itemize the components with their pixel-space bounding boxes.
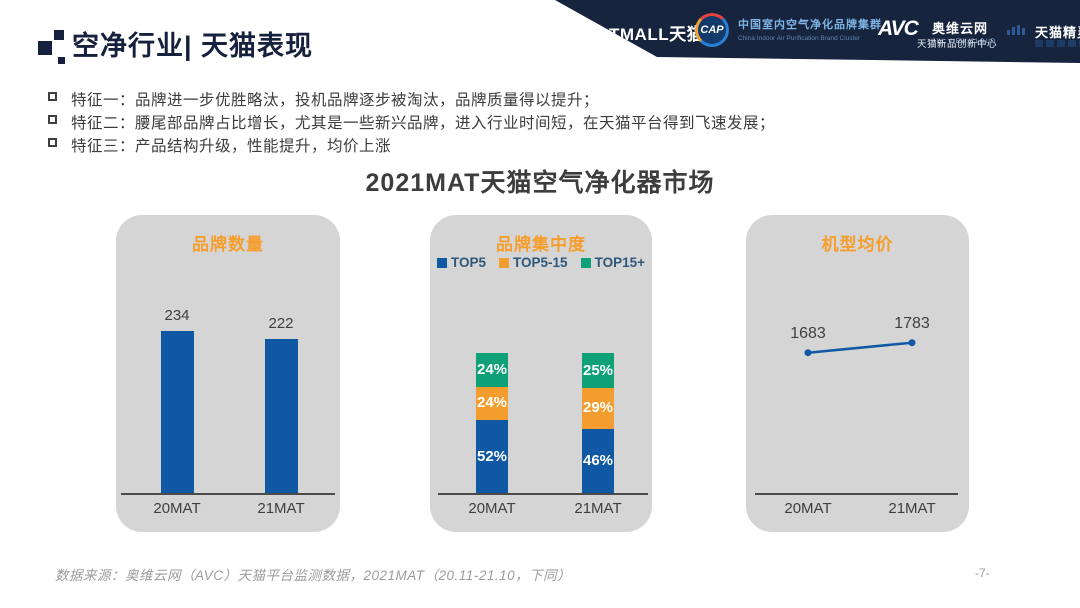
avc-logo: AVC: [878, 17, 919, 40]
stacked-segment: [582, 428, 614, 493]
genie-subtext-decoration: [1035, 40, 1080, 47]
legend-item: TOP5: [437, 255, 486, 270]
segment-value-label: 24%: [476, 394, 508, 412]
square-bullet-icon: [48, 115, 57, 124]
cap-logo-icon: CAP: [695, 13, 729, 47]
bullet-text: 特征三：产品结构升级，性能提升，均价上涨: [71, 138, 392, 155]
page-number: -7-: [975, 566, 990, 580]
genie-equalizer-icon: [1007, 25, 1025, 35]
panel-average-price: 机型均价 1683 20MAT 1783 21MAT: [746, 215, 969, 532]
segment-value-label: 46%: [582, 451, 614, 469]
page-title: 空净行业| 天猫表现: [72, 31, 314, 61]
bullet-item: 特征三：产品结构升级，性能提升，均价上涨: [48, 134, 775, 157]
stacked-segment: [582, 388, 614, 429]
panel-title: 机型均价: [821, 235, 894, 254]
legend-item: TOP15+: [580, 255, 645, 270]
panel-title: 品牌集中度: [496, 235, 586, 254]
cap-en-label: China Indoor Air Purification Brand Clus…: [738, 35, 861, 42]
cap-logo-text: 中国室内空气净化品牌集群 China Indoor Air Purificati…: [738, 16, 882, 42]
segment-value-label: 24%: [476, 360, 508, 378]
bullet-text: 特征一：品牌进一步优胜略汰，投机品牌逐步被淘汰，品牌质量得以提升；: [71, 92, 600, 109]
legend-label: TOP15+: [594, 255, 645, 270]
bar: [160, 331, 194, 493]
legend-label: TOP5: [451, 255, 487, 270]
bullet-text: 特征二：腰尾部品牌占比增长，尤其是一些新兴品牌，进入行业时间短，在天猫平台得到飞…: [71, 115, 776, 132]
bar-value-label: 222: [268, 315, 294, 332]
point-value-label: 1783: [894, 314, 930, 332]
legend-swatch-icon: [499, 257, 510, 268]
x-axis-line: [121, 493, 335, 495]
segment-value-label: 25%: [582, 361, 614, 379]
bar-value-label: 234: [164, 307, 190, 324]
segment-value-label: 29%: [582, 399, 614, 417]
tmall-logo: TMALL天猫: [609, 25, 705, 44]
x-axis-label: 20MAT: [784, 500, 832, 517]
x-axis-line: [755, 493, 958, 495]
legend-label: TOP5-15: [513, 255, 568, 270]
square-bullet-icon: [48, 92, 57, 101]
x-axis-label: 21MAT: [574, 500, 622, 517]
feature-bullet-list: 特征一：品牌进一步优胜略汰，投机品牌逐步被淘汰，品牌质量得以提升； 特征二：腰尾…: [48, 88, 775, 157]
data-source-note: 数据来源：奥维云网（AVC）天猫平台监测数据，2021MAT（20.11-21.…: [55, 568, 572, 583]
x-axis-line: [438, 493, 648, 495]
x-axis-label: 21MAT: [888, 500, 936, 517]
panel-brand-concentration: 品牌集中度 TOP5 TOP5-15 TOP15+ 52% 24% 24% 20MAT 46%…: [430, 215, 652, 532]
tmall-genie-logo: 天猫精灵: [1035, 25, 1080, 40]
legend-swatch-icon: [437, 257, 448, 268]
stacked-segment: [476, 353, 508, 387]
section-title: 2021MAT天猫空气净化器市场: [365, 169, 715, 197]
avc-cn-label: 奥维云网: [932, 21, 989, 36]
stacked-segment: [582, 353, 614, 388]
brand-count-bar-chart: 234 20MAT 222 21MAT: [116, 215, 340, 532]
avc-logo-text: 奥维云网 ALL VIEW CLOUD: [932, 18, 996, 45]
panel-title: 品牌数量: [192, 235, 264, 254]
bar: [264, 339, 298, 493]
chart-legend: TOP5 TOP5-15 TOP15+: [430, 255, 652, 270]
legend-item: TOP5-15: [499, 255, 568, 270]
stacked-segment: [476, 386, 508, 421]
legend-swatch-icon: [580, 257, 591, 268]
partner-logo-banner: TMALL天猫 CAP 中国室内空气净化品牌集群 China Indoor Ai…: [555, 0, 1080, 63]
square-bullet-icon: [48, 138, 57, 147]
x-axis-label: 20MAT: [153, 500, 201, 517]
point-value-label: 1683: [790, 324, 826, 342]
brand-concentration-stacked-chart: TOP5 TOP5-15 TOP15+ 52% 24% 24% 20MAT 46% 29% 25%…: [430, 215, 652, 532]
tmic-cn-label: 天猫新品创新中心: [917, 39, 998, 50]
stacked-segment: [476, 420, 508, 493]
cap-cn-label: 中国室内空气净化品牌集群: [738, 19, 882, 31]
price-trend-line: [804, 339, 916, 357]
avc-en-label: ALL VIEW CLOUD: [932, 39, 997, 45]
segment-value-label: 52%: [476, 447, 508, 465]
cap-abbr: CAP: [700, 24, 724, 36]
average-price-line-chart: 1683 20MAT 1783 21MAT: [746, 215, 969, 532]
bullet-item: 特征二：腰尾部品牌占比增长，尤其是一些新兴品牌，进入行业时间短，在天猫平台得到飞…: [48, 111, 775, 134]
x-axis-label: 20MAT: [468, 500, 516, 517]
panel-brand-count: 品牌数量 234 20MAT 222 21MAT: [116, 215, 340, 532]
bullet-item: 特征一：品牌进一步优胜略汰，投机品牌逐步被淘汰，品牌质量得以提升；: [48, 88, 775, 111]
x-axis-label: 21MAT: [257, 500, 305, 517]
